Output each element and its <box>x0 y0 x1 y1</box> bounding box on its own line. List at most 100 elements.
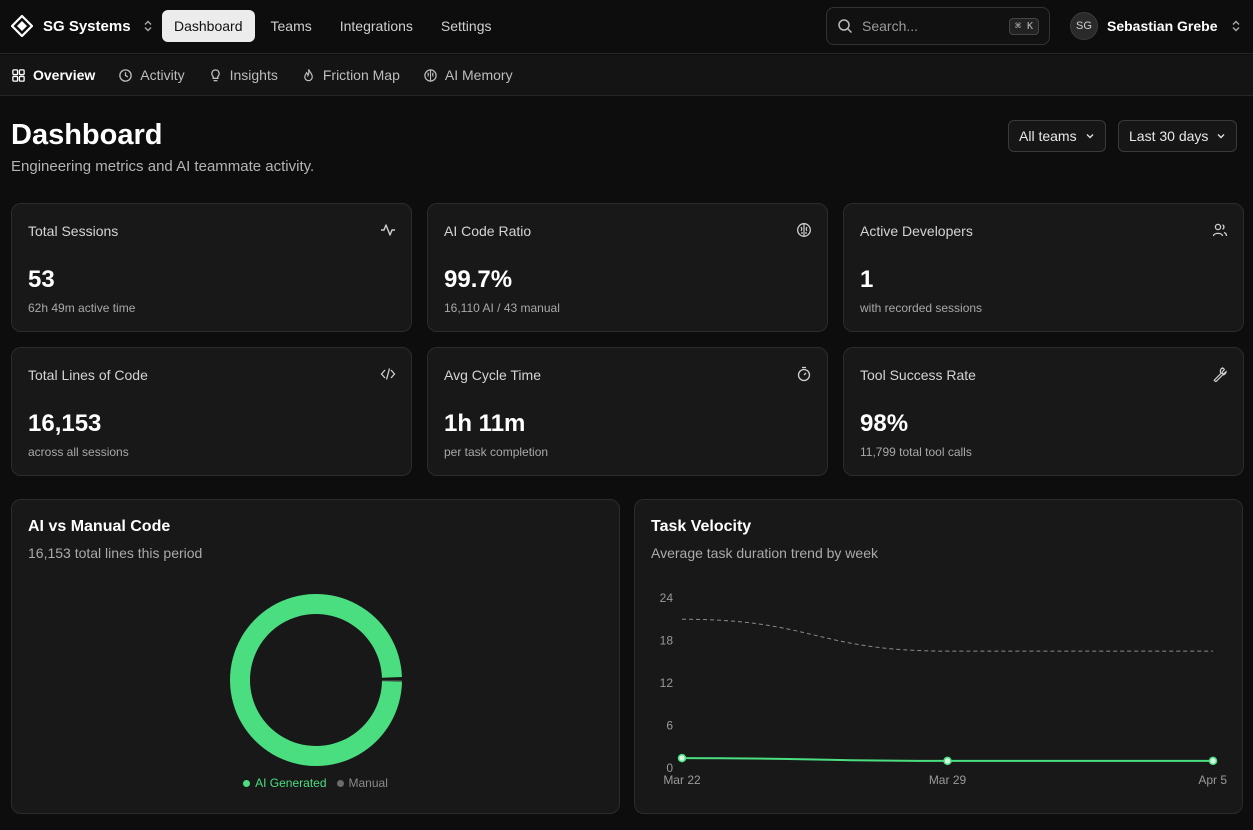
team-filter-value: All teams <box>1019 128 1077 144</box>
activity-icon <box>381 224 395 236</box>
flame-icon <box>303 68 313 81</box>
legend-label: AI Generated <box>255 776 327 790</box>
ai-vs-manual-panel: AI vs Manual Code 16,153 total lines thi… <box>11 499 620 814</box>
velocity-point <box>677 753 687 763</box>
stat-card-total-sessions: Total Sessions 53 62h 49m active time <box>11 203 412 332</box>
trend-line-dashed <box>681 618 1213 652</box>
sub-nav: Overview Activity Insights Friction Map … <box>0 55 1253 96</box>
chart-legend: AI Generated Manual <box>12 776 619 790</box>
lightbulb-icon <box>210 68 220 81</box>
brain-icon <box>797 223 811 237</box>
stat-card-total-lines: Total Lines of Code 16,153 across all se… <box>11 347 412 476</box>
main-nav: Dashboard Teams Integrations Settings <box>162 10 504 42</box>
page-subtitle: Engineering metrics and AI teammate acti… <box>11 158 315 175</box>
stat-value: 99.7% <box>444 266 513 293</box>
velocity-point <box>943 756 952 766</box>
tab-friction-map[interactable]: Friction Map <box>301 67 400 83</box>
user-menu[interactable]: SG Sebastian Grebe <box>1070 12 1241 40</box>
chevron-down-icon <box>1217 134 1225 139</box>
stat-value: 53 <box>28 266 55 293</box>
legend-item-ai: AI Generated <box>243 776 327 790</box>
code-icon <box>380 368 396 380</box>
nav-teams[interactable]: Teams <box>270 18 312 34</box>
search-input[interactable]: Search... ⌘ K <box>826 7 1050 45</box>
donut-slice-manual <box>381 680 402 681</box>
y-tick-label: 0 <box>666 761 673 775</box>
x-tick-label: Mar 22 <box>663 773 701 787</box>
nav-settings[interactable]: Settings <box>440 18 492 34</box>
stat-card-ai-code-ratio: AI Code Ratio 99.7% 16,110 AI / 43 manua… <box>427 203 828 332</box>
y-tick-label: 12 <box>660 676 674 690</box>
stat-card-active-developers: Active Developers 1 with recorded sessio… <box>843 203 1244 332</box>
users-icon <box>1212 223 1228 237</box>
chevron-updown-icon <box>1232 20 1239 32</box>
legend-label: Manual <box>348 776 388 790</box>
stat-value: 1 <box>860 266 874 293</box>
y-tick-label: 6 <box>666 719 673 733</box>
stat-title: Avg Cycle Time <box>444 367 541 383</box>
stat-note: per task completion <box>444 445 549 459</box>
org-switcher[interactable]: SG Systems <box>11 14 153 38</box>
ai-vs-manual-donut-chart <box>230 593 402 766</box>
legend-swatch <box>336 779 344 787</box>
stat-value: 16,153 <box>28 410 102 437</box>
tab-label: Friction Map <box>322 67 400 83</box>
stat-value: 98% <box>860 410 909 437</box>
panel-subtitle: Average task duration trend by week <box>651 545 878 561</box>
search-shortcut: ⌘ K <box>1008 17 1039 35</box>
org-name: SG Systems <box>43 17 131 35</box>
tab-label: Overview <box>33 67 96 83</box>
search-icon <box>838 19 853 34</box>
team-filter-select[interactable]: All teams <box>1008 120 1106 152</box>
task-velocity-panel: Task Velocity Average task duration tren… <box>634 499 1243 814</box>
avatar: SG <box>1070 12 1098 40</box>
stat-card-avg-cycle-time: Avg Cycle Time 1h 11m per task completio… <box>427 347 828 476</box>
search-placeholder: Search... <box>862 18 919 34</box>
timer-icon <box>797 366 811 382</box>
brain-icon <box>424 68 437 82</box>
stat-title: Total Lines of Code <box>28 367 148 383</box>
velocity-point <box>1208 756 1218 766</box>
date-range-value: Last 30 days <box>1129 128 1209 144</box>
logo-icon <box>11 15 33 37</box>
stat-note: 62h 49m active time <box>28 301 136 315</box>
chevron-down-icon <box>1086 134 1094 139</box>
nav-dashboard[interactable]: Dashboard <box>162 10 255 42</box>
grid-icon <box>12 68 25 82</box>
user-name: Sebastian Grebe <box>1107 18 1218 34</box>
stat-note: 16,110 AI / 43 manual <box>444 301 560 315</box>
tab-activity[interactable]: Activity <box>118 67 185 83</box>
legend-swatch <box>243 779 251 787</box>
stat-title: Tool Success Rate <box>860 367 976 383</box>
tab-label: Activity <box>140 67 185 83</box>
tab-label: AI Memory <box>444 67 513 83</box>
panel-subtitle: 16,153 total lines this period <box>28 545 203 561</box>
stat-card-tool-success-rate: Tool Success Rate 98% 11,799 total tool … <box>843 347 1244 476</box>
legend-item-manual: Manual <box>336 776 388 790</box>
stat-note: with recorded sessions <box>860 301 983 315</box>
stat-note: 11,799 total tool calls <box>860 445 972 459</box>
y-tick-label: 24 <box>660 591 674 605</box>
stat-note: across all sessions <box>28 445 129 459</box>
panel-title: AI vs Manual Code <box>28 518 171 535</box>
stat-title: Active Developers <box>860 223 973 239</box>
wrench-icon <box>1213 367 1227 382</box>
x-tick-label: Mar 29 <box>929 773 967 787</box>
top-navbar: SG Systems Dashboard Teams Integrations … <box>0 0 1253 54</box>
x-tick-label: Apr 5 <box>1198 773 1227 787</box>
page-title: Dashboard <box>11 119 163 151</box>
clock-icon <box>119 68 133 82</box>
stat-title: AI Code Ratio <box>444 223 532 239</box>
nav-integrations[interactable]: Integrations <box>339 18 413 34</box>
y-tick-label: 18 <box>660 634 674 648</box>
tab-insights[interactable]: Insights <box>208 67 278 83</box>
stat-value: 1h 11m <box>444 410 526 437</box>
date-range-select[interactable]: Last 30 days <box>1118 120 1238 152</box>
tab-overview[interactable]: Overview <box>11 67 95 83</box>
donut-slice-ai-generated <box>230 593 402 766</box>
task-velocity-line-chart: 0 6 12 18 24 Mar 22 Mar 29 Apr 5 <box>660 591 1228 787</box>
stat-title: Total Sessions <box>28 223 119 239</box>
tab-ai-memory[interactable]: AI Memory <box>423 67 513 83</box>
tab-label: Insights <box>229 67 278 83</box>
chevron-updown-icon <box>144 20 152 32</box>
